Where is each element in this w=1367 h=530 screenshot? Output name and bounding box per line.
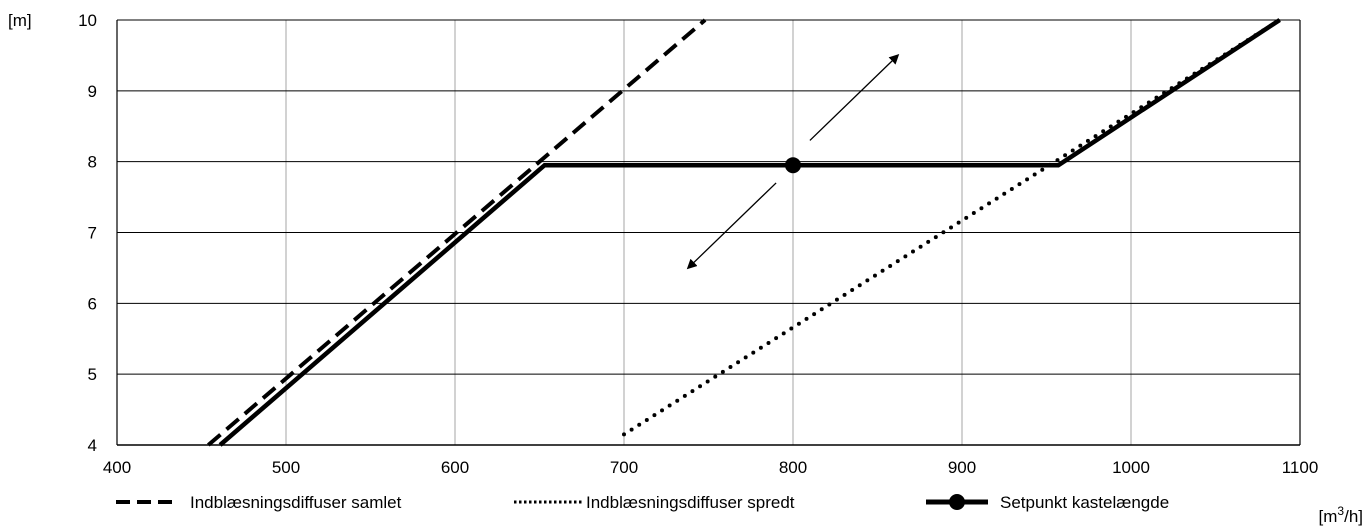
y-tick-label: 7 — [88, 224, 97, 243]
x-tick-label: 400 — [103, 458, 131, 477]
x-tick-label: 700 — [610, 458, 638, 477]
arrow-down-left — [686, 182, 777, 270]
grid — [116, 19, 1301, 446]
legend-label-spredt: Indblæsningsdiffuser spredt — [586, 493, 795, 512]
x-axis-label-sup: 3 — [1337, 504, 1344, 518]
legend: Indblæsningsdiffuser samlet Indblæsnings… — [116, 493, 1169, 512]
series-line-setpunkt — [218, 18, 1281, 447]
x-axis-label-tail: /h] — [1344, 507, 1363, 526]
annotations — [686, 54, 900, 270]
legend-item-samlet: Indblæsningsdiffuser samlet — [116, 493, 402, 512]
y-tick-label: 10 — [78, 11, 97, 30]
x-tick-label: 900 — [948, 458, 976, 477]
y-axis-label: [m] — [8, 11, 32, 30]
x-tick-label: 600 — [441, 458, 469, 477]
y-tick-label: 5 — [88, 365, 97, 384]
x-tick-label: 1000 — [1112, 458, 1150, 477]
y-tick-label: 4 — [88, 436, 97, 455]
legend-item-spredt: Indblæsningsdiffuser spredt — [514, 493, 795, 512]
x-axis-label: [m3/h] — [1319, 504, 1363, 526]
x-tick-label: 800 — [779, 458, 807, 477]
legend-label-setpunkt: Setpunkt kastelængde — [1000, 493, 1169, 512]
setpoint-marker — [785, 157, 801, 174]
y-tick-label: 9 — [88, 82, 97, 101]
arrow-up-right — [809, 54, 900, 141]
series-line-spredt — [622, 18, 1282, 437]
x-tick-label: 1100 — [1282, 458, 1319, 477]
legend-item-setpunkt: Setpunkt kastelængde — [926, 493, 1169, 512]
x-tick-label: 500 — [272, 458, 300, 477]
tick-labels: 400 500 600 700 800 900 1000 1100 4 5 6 7 8 9 10 — [78, 11, 1318, 477]
y-tick-label: 8 — [88, 153, 97, 172]
y-tick-label: 6 — [88, 294, 97, 313]
legend-swatch-marker — [949, 494, 965, 510]
series-group — [206, 18, 1282, 447]
legend-label-samlet: Indblæsningsdiffuser samlet — [190, 493, 402, 512]
series-line-samlet — [206, 18, 707, 447]
x-axis-label-base: [m — [1319, 507, 1338, 526]
